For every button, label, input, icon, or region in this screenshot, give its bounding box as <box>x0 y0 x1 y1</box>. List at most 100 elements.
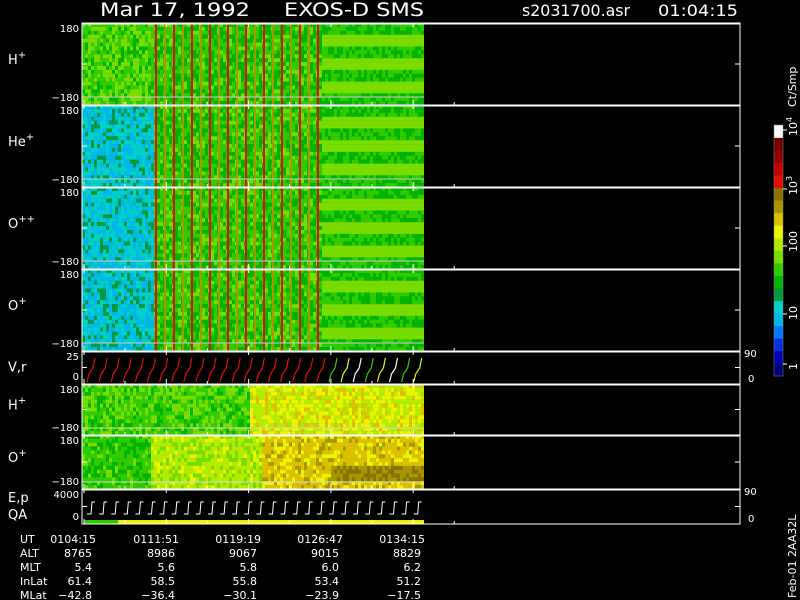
colorbar-swatch <box>774 237 783 251</box>
panel-he-plus-image <box>82 105 424 188</box>
panel-h-plus-label: H+ <box>8 50 26 68</box>
panel-vr-label: V,r <box>8 361 27 376</box>
colorbar-swatch <box>774 263 783 276</box>
ephemeris-label: MLat <box>20 589 47 600</box>
panel-o-plus-ymin: −180 <box>52 339 79 350</box>
panel-ep-qa: 4000 0 90 0 E,p QA <box>8 487 757 525</box>
colorbar-swatch <box>774 250 783 264</box>
colorbar-tick-label: 100 <box>787 231 800 252</box>
colorbar-swatch <box>774 325 783 339</box>
panel-o-plus-2-ymax: 180 <box>60 436 79 447</box>
header-file: s2031700.asr <box>522 1 630 20</box>
ephemeris-value: 0134:15 <box>379 533 425 546</box>
ephemeris-value: 5.8 <box>240 561 258 574</box>
colorbar-unit-label: Ct/Smp <box>786 67 799 107</box>
colorbar-swatch <box>774 363 783 377</box>
header-time: 01:04:15 <box>658 1 738 20</box>
panel-h-plus-ymin: −180 <box>52 93 79 104</box>
panel-h-plus-image <box>82 23 424 106</box>
colorbar-swatch <box>774 150 783 163</box>
panel-h-plus-2-image <box>82 384 424 436</box>
colorbar: 1 10 100 103 104 <box>773 117 800 377</box>
panel-h-plus: 180 −180 H+ <box>8 22 741 106</box>
ephemeris-value: −23.9 <box>305 589 339 600</box>
panel-ep-qa-right-bottom: 0 <box>748 514 754 525</box>
panel-o-plusplus: 180 −180 O++ <box>8 186 741 270</box>
colorbar-swatch <box>774 350 783 364</box>
panel-vr-right-top: 90 <box>744 349 757 360</box>
colorbar-swatch <box>774 212 783 226</box>
ephemeris-value: 5.4 <box>75 561 93 574</box>
panel-ep-qa-ymin: 0 <box>73 512 79 523</box>
header-date: Mar 17, 1992 <box>100 0 250 21</box>
ephemeris-value: 0119:19 <box>215 533 261 546</box>
ephemeris-value: 51.2 <box>397 575 422 588</box>
colorbar-swatch <box>774 288 783 301</box>
ephemeris-label: UT <box>20 533 35 546</box>
ephemeris-value: −30.1 <box>223 589 257 600</box>
panel-vr-ymin: 0 <box>73 372 79 383</box>
ephemeris-value: −36.4 <box>141 589 175 600</box>
panel-o-plusplus-ymin: −180 <box>52 257 79 268</box>
colorbar-tick-label: 10 <box>787 306 800 320</box>
ephemeris-value: 8986 <box>147 547 175 560</box>
ephemeris-value: 58.5 <box>151 575 176 588</box>
ephemeris-value: −42.8 <box>58 589 92 600</box>
colorbar-swatch <box>774 313 783 327</box>
panel-ep-qa-ymax: 4000 <box>54 490 79 501</box>
colorbar-swatch <box>774 125 783 138</box>
colorbar-swatch <box>774 300 783 314</box>
colorbar-swatch <box>774 338 783 352</box>
panel-he-plus: 180 −180 He+ <box>8 104 741 188</box>
panel-o-plusplus-image <box>82 187 424 270</box>
colorbar-swatch <box>774 162 783 176</box>
panel-vr-ymax: 25 <box>66 352 79 363</box>
panel-h-plus-ymax: 180 <box>60 24 79 35</box>
ephemeris-value: 8765 <box>64 547 92 560</box>
panel-o-plus-ymax: 180 <box>60 270 79 281</box>
colorbar-swatch <box>774 187 783 201</box>
panel-vr: 25 0 90 0 V,r <box>8 349 757 385</box>
panel-o-plus: 180 −180 O+ <box>8 268 741 352</box>
colorbar-tick-label: 1 <box>787 363 800 370</box>
ephemeris-value: −17.5 <box>387 589 421 600</box>
colorbar-tick-label: 104 <box>785 117 800 136</box>
colorbar-swatch <box>774 225 783 239</box>
colorbar-swatch <box>774 137 783 151</box>
ephemeris-value: 53.4 <box>315 575 340 588</box>
ephemeris-value: 0111:51 <box>133 533 179 546</box>
panel-h-plus-2: 180 −180 H+ <box>8 383 741 436</box>
panel-ep-qa-right-top: 90 <box>744 487 757 498</box>
colorbar-tick-label: 103 <box>785 176 800 195</box>
panel-o-plusplus-label: O++ <box>8 214 35 232</box>
panel-h-plus-2-ymax: 180 <box>60 385 79 396</box>
ephemeris-label: InLat <box>20 575 48 588</box>
footer-version: Feb-01 2AA32L <box>786 514 799 598</box>
panel-h-plus-2-label: H+ <box>8 396 26 414</box>
ephemeris-value: 9067 <box>229 547 257 560</box>
header-mission: EXOS-D SMS <box>284 0 424 21</box>
ephemeris-value: 0104:15 <box>50 533 96 546</box>
panel-ep-qa-image <box>84 501 424 524</box>
panel-he-plus-ymax: 180 <box>60 106 79 117</box>
colorbar-swatch <box>774 275 783 289</box>
panel-he-plus-ymin: −180 <box>52 175 79 186</box>
panel-o-plus-2: 180 −180 O+ <box>8 434 741 490</box>
panel-ep-qa-label-2: QA <box>8 508 27 523</box>
panel-vr-right-bottom: 0 <box>748 374 754 385</box>
panel-stack: 180 −180 H+ 180 −180 He+ 180 −180 O++ 180 −180 O+ 25… <box>8 22 757 525</box>
ephemeris-label: MLT <box>20 561 41 574</box>
panel-o-plusplus-ymax: 180 <box>60 188 79 199</box>
panel-o-plus-image <box>82 269 424 352</box>
panel-o-plus-label: O+ <box>8 296 27 314</box>
colorbar-swatch <box>774 175 783 189</box>
ephemeris-value: 6.2 <box>404 561 422 574</box>
panel-o-plus-2-ymin: −180 <box>52 477 79 488</box>
panel-vr-image <box>86 357 423 383</box>
panel-o-plus-2-image <box>82 435 424 490</box>
colorbar-swatch <box>774 200 783 214</box>
ephemeris-value: 55.8 <box>233 575 258 588</box>
ephemeris-value: 9015 <box>311 547 339 560</box>
